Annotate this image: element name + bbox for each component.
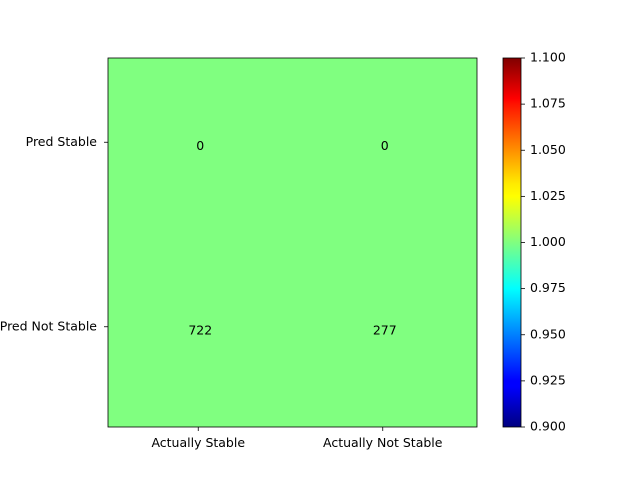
cell-value-label: 0 <box>196 138 204 153</box>
heatmap-cell <box>108 242 293 427</box>
colorbar-tick-label: 1.075 <box>530 96 566 111</box>
colorbar-tick-label: 1.100 <box>530 50 566 65</box>
colorbar-ticks: 0.900 0.925 0.950 0.975 1.000 1.025 1.050 1.075… <box>521 50 566 434</box>
colorbar <box>502 57 522 428</box>
colorbar-tick-label: 0.950 <box>530 326 566 341</box>
cell-value-label: 277 <box>373 322 397 337</box>
colorbar-tick-label: 1.050 <box>530 142 566 157</box>
heatmap-cell <box>292 242 477 427</box>
y-axis-ticks: Pred Stable Pred Not Stable <box>0 134 108 333</box>
y-tick-label: Pred Stable <box>26 134 98 149</box>
x-axis-ticks: Actually Stable Actually Not Stable <box>151 427 443 450</box>
colorbar-tick-label: 1.025 <box>530 188 566 203</box>
heatmap-area: 0 0 722 277 <box>107 57 478 428</box>
colorbar-tick-label: 0.900 <box>530 419 566 434</box>
colorbar-tick-label: 1.000 <box>530 234 566 249</box>
x-tick-label: Actually Stable <box>151 435 245 450</box>
x-tick-label: Actually Not Stable <box>323 435 443 450</box>
colorbar-gradient <box>503 58 521 427</box>
plot-frame <box>107 57 478 428</box>
y-tick-label: Pred Not Stable <box>0 318 97 333</box>
heatmap-cell <box>292 58 477 243</box>
colorbar-tick-label: 0.925 <box>530 372 566 387</box>
cell-value-label: 722 <box>188 322 212 337</box>
heatmap-cell <box>108 58 293 243</box>
colorbar-tick-label: 0.975 <box>530 280 566 295</box>
cell-value-label: 0 <box>381 138 389 153</box>
